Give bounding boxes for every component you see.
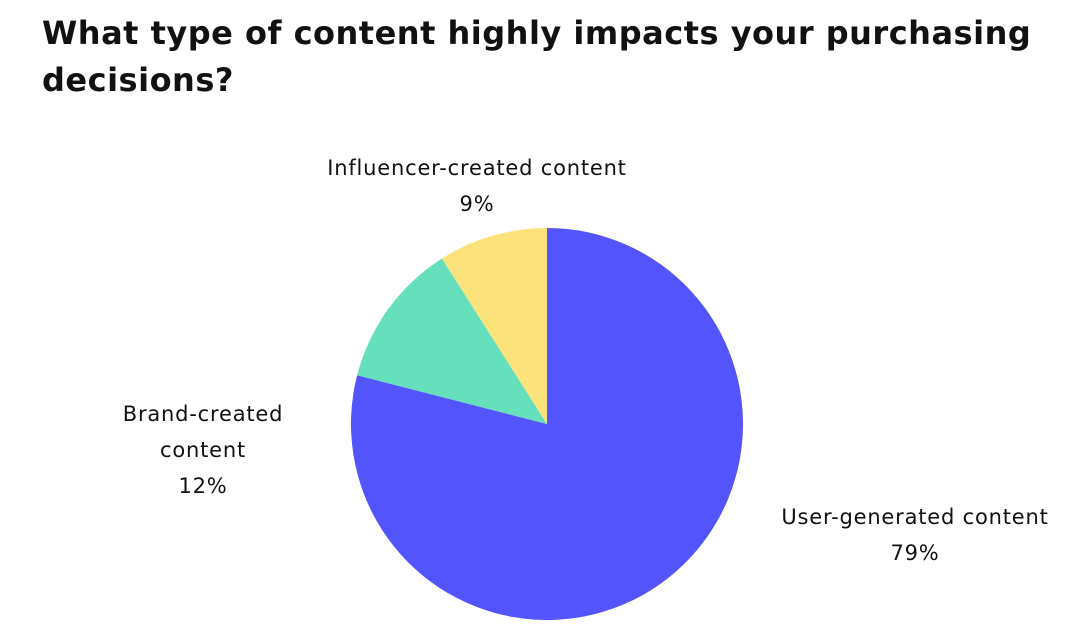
pie-slice xyxy=(441,228,547,424)
chart-title: What type of content highly impacts your… xyxy=(42,14,1032,99)
value-label: 9% xyxy=(459,192,495,216)
slice-label: Brand-created content 12% xyxy=(93,396,313,504)
slice-label: Influencer-created content 9% xyxy=(277,150,677,222)
slice-label: User-generated content 79% xyxy=(740,499,1085,571)
pie-slice xyxy=(357,258,547,424)
category-label: Brand-created content xyxy=(122,402,284,462)
value-label: 12% xyxy=(178,474,228,498)
category-label: Influencer-created content xyxy=(327,156,627,180)
value-label: 79% xyxy=(890,541,940,565)
category-label: User-generated content xyxy=(781,505,1049,529)
